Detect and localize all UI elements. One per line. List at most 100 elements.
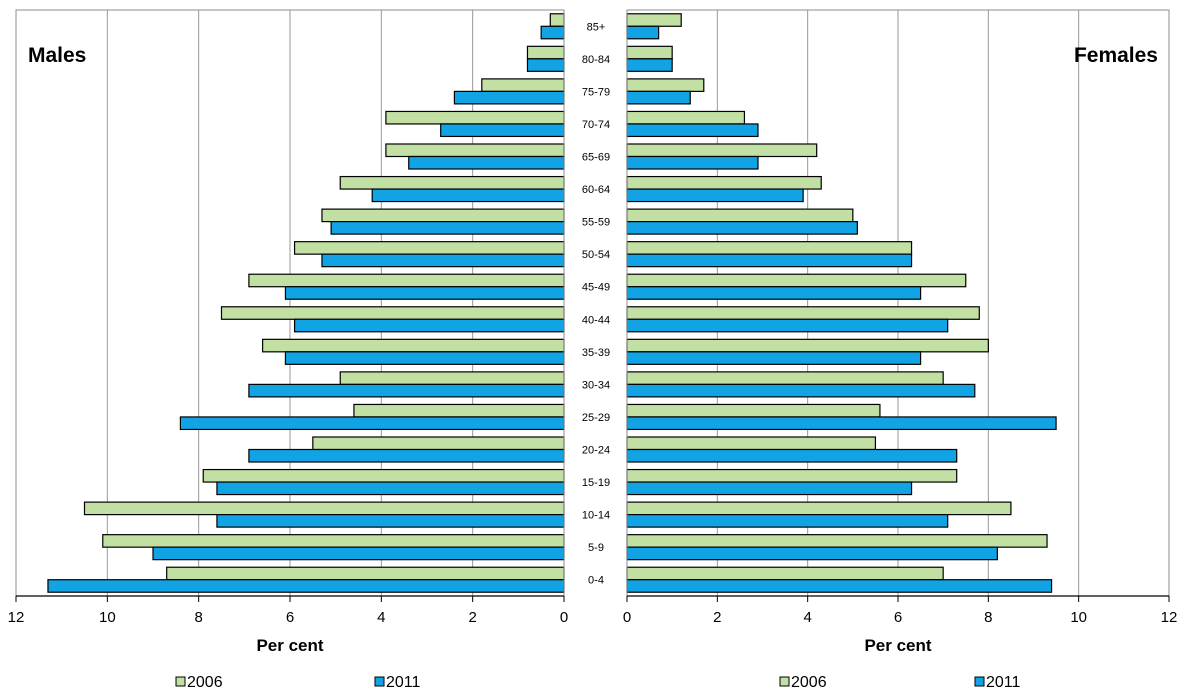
males-x-tick-label: 4 <box>377 609 385 626</box>
females-x-tick-label: 12 <box>1161 609 1178 626</box>
females-bar-2011-70-74 <box>626 123 759 138</box>
males-bar-2011-25-29 <box>179 416 565 431</box>
females-bar-2006-80-84 <box>626 45 673 60</box>
females-bar-2006-40-44 <box>626 306 980 320</box>
males-bar-2011-35-39 <box>284 351 565 365</box>
females-bar-2011-5-9 <box>626 546 998 561</box>
males-bar-2011-10-14 <box>216 514 565 528</box>
females-bar-2006-50-54 <box>626 241 913 255</box>
females-x-tick-label: 10 <box>1070 609 1087 626</box>
females-bar-2011-35-39 <box>626 351 922 365</box>
age-group-label: 40-44 <box>582 314 610 326</box>
females-bar-2011-20-24 <box>626 448 958 463</box>
males-bar-2006-35-39 <box>262 338 565 353</box>
grid-layer <box>106 10 1080 596</box>
males-bar-2011-80-84 <box>526 58 565 72</box>
males-x-axis-title: Per cent <box>256 636 323 655</box>
males-bar-2006-25-29 <box>353 403 565 418</box>
females-bar-2006-60-64 <box>626 175 822 190</box>
females-bar-2006-85+ <box>626 13 682 27</box>
age-group-label: 30-34 <box>582 379 610 391</box>
age-group-label: 50-54 <box>582 249 610 261</box>
males-bar-2011-50-54 <box>321 253 565 268</box>
males-x-tick-label: 10 <box>99 609 116 626</box>
males-bar-2006-20-24 <box>312 436 565 451</box>
males-bar-2006-5-9 <box>102 534 565 548</box>
males-bar-2011-40-44 <box>293 318 565 333</box>
females-bar-2006-35-39 <box>626 338 989 353</box>
males-bar-2006-65-69 <box>385 143 565 158</box>
females-bar-2006-20-24 <box>626 436 877 451</box>
males-bar-2006-0-4 <box>166 566 565 581</box>
females-x-tick-label: 4 <box>803 609 811 626</box>
males-x-tick-label: 8 <box>194 609 202 626</box>
females-bar-2006-70-74 <box>626 110 746 125</box>
females-bar-2011-60-64 <box>626 188 804 203</box>
males-x-tick-label: 0 <box>560 609 568 626</box>
males-bar-2006-30-34 <box>339 371 565 385</box>
males-bar-2011-75-79 <box>453 90 565 105</box>
age-group-label: 60-64 <box>582 184 610 196</box>
axis-layer <box>15 9 1170 602</box>
males-bar-2006-75-79 <box>481 78 565 92</box>
males-bar-2006-15-19 <box>202 468 565 483</box>
females-bar-2006-75-79 <box>626 78 705 92</box>
age-group-label: 70-74 <box>582 119 610 131</box>
males-bar-2006-10-14 <box>83 501 565 516</box>
females-panel-title: Females <box>1074 44 1158 67</box>
males-panel-title: Males <box>28 44 86 67</box>
females-bar-2006-55-59 <box>626 208 854 223</box>
males-bar-2006-60-64 <box>339 175 565 190</box>
females-bar-2006-5-9 <box>626 534 1048 548</box>
females-bar-2006-45-49 <box>626 273 967 288</box>
age-group-label: 35-39 <box>582 347 610 359</box>
females-x-axis-title: Per cent <box>864 636 931 655</box>
males-x-tick-label: 6 <box>286 609 294 626</box>
females-bar-2011-55-59 <box>626 221 858 235</box>
age-group-label: 0-4 <box>588 575 604 587</box>
age-group-label: 45-49 <box>582 282 610 294</box>
females-bar-2011-80-84 <box>626 58 673 72</box>
males-bar-2006-55-59 <box>321 208 565 223</box>
males-bar-2011-55-59 <box>330 221 565 235</box>
males-bar-2011-45-49 <box>284 286 565 300</box>
females-x-tick-label: 6 <box>894 609 902 626</box>
males-bar-2011-60-64 <box>371 188 565 203</box>
males-bar-2006-50-54 <box>293 241 565 255</box>
males-bar-2006-85+ <box>549 13 565 27</box>
males-bar-2011-70-74 <box>440 123 565 138</box>
females-legend-swatch-2006 <box>779 676 790 687</box>
males-bar-2011-0-4 <box>47 579 565 593</box>
females-bar-2011-65-69 <box>626 155 759 170</box>
females-bar-2011-25-29 <box>626 416 1057 431</box>
females-bar-2011-75-79 <box>626 90 691 105</box>
females-bar-2006-0-4 <box>626 566 944 581</box>
males-bar-2011-15-19 <box>216 481 565 496</box>
age-group-label: 5-9 <box>588 542 604 554</box>
males-legend-label-2011: 2011 <box>386 674 421 691</box>
age-group-label: 65-69 <box>582 152 610 164</box>
males-bar-2006-70-74 <box>385 110 565 125</box>
age-group-label: 80-84 <box>582 54 610 66</box>
females-legend-label-2011: 2011 <box>986 674 1021 691</box>
males-x-tick-label: 2 <box>468 609 476 626</box>
males-legend-swatch-2006 <box>175 676 186 687</box>
females-legend-swatch-2011 <box>974 676 985 687</box>
females-bar-2006-15-19 <box>626 468 958 483</box>
males-bar-2011-30-34 <box>248 383 565 398</box>
females-bar-2011-0-4 <box>626 579 1053 593</box>
females-bar-2011-30-34 <box>626 383 976 398</box>
females-legend-label-2006: 2006 <box>791 674 827 691</box>
males-bar-2011-85+ <box>540 25 565 40</box>
females-bar-2011-45-49 <box>626 286 922 300</box>
males-bar-2011-20-24 <box>248 448 565 463</box>
age-group-label: 10-14 <box>582 510 610 522</box>
females-bar-2011-85+ <box>626 25 660 40</box>
females-bar-2006-30-34 <box>626 371 944 385</box>
females-bar-2006-25-29 <box>626 403 881 418</box>
age-group-label: 85+ <box>587 21 606 33</box>
females-bar-2006-10-14 <box>626 501 1012 516</box>
females-x-tick-label: 0 <box>623 609 631 626</box>
females-x-tick-label: 2 <box>713 609 721 626</box>
females-bar-2011-40-44 <box>626 318 949 333</box>
